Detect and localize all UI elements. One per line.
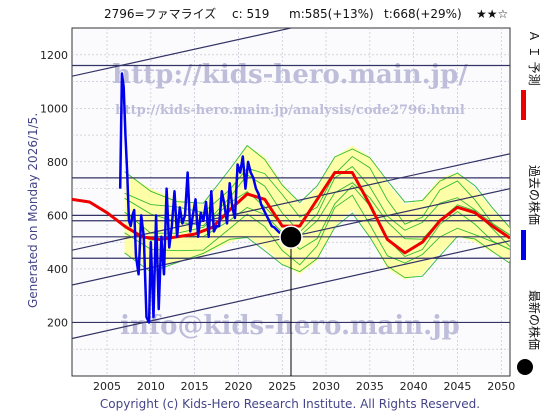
watermark-analysis-url: http://kids-hero.main.jp/analysis/code27… [115, 103, 465, 118]
x-tick-2050: 2050 [487, 380, 515, 393]
y-tick-1000: 1000 [40, 102, 68, 115]
y-tick-200: 200 [47, 316, 68, 329]
axis-labels: 2005 2010 2015 2020 2025 2030 2035 2040 2045 2050… [40, 49, 515, 393]
y-tick-400: 400 [47, 263, 68, 276]
legend-past-price-label: 過去の株価 [527, 165, 542, 225]
band-line-1 [124, 194, 510, 266]
latest-price-marker [279, 225, 303, 249]
legend-latest-price-swatch [517, 359, 533, 375]
header-current: c: 519 [232, 7, 269, 21]
x-tick-2040: 2040 [400, 380, 428, 393]
x-tick-2045: 2045 [443, 380, 471, 393]
header-t-target: t:668(+29%) [384, 7, 462, 21]
y-tick-600: 600 [47, 209, 68, 222]
latest-marker-layer [279, 225, 303, 376]
header-title: 2796=ファマライズ [104, 6, 216, 21]
legend-latest-price: 最新の株価 [517, 290, 542, 375]
copyright: Copyright (c) Kids-Hero Research Institu… [100, 397, 480, 411]
x-tick-2005: 2005 [93, 380, 121, 393]
x-tick-2025: 2025 [268, 380, 296, 393]
x-tick-2015: 2015 [181, 380, 209, 393]
past-price-line [118, 72, 292, 324]
header-rating: ★★☆ [476, 7, 508, 21]
legend-past-price-swatch [521, 230, 526, 260]
legend-ai-forecast: Ａ Ｉ 予測 [521, 30, 541, 120]
channel-line-2 [72, 153, 510, 251]
legend: Ａ Ｉ 予測 過去の株価 最新の株価 [517, 30, 542, 375]
x-tick-2035: 2035 [356, 380, 384, 393]
legend-ai-forecast-swatch [521, 90, 526, 120]
channel-line-3 [72, 28, 294, 77]
legend-latest-price-label: 最新の株価 [527, 290, 542, 350]
watermark-url: http://kids-hero.main.jp/ [112, 60, 468, 90]
legend-ai-forecast-label: Ａ Ｉ 予測 [527, 30, 541, 86]
watermark-email: info@kids-hero.main.jp [120, 311, 460, 341]
x-tick-2030: 2030 [312, 380, 340, 393]
y-tick-1200: 1200 [40, 49, 68, 62]
x-tick-2020: 2020 [224, 380, 252, 393]
generated-label: Generated on Monday 2026/1/5. [26, 113, 40, 308]
x-tick-2010: 2010 [137, 380, 165, 393]
legend-past-price: 過去の株価 [521, 165, 542, 260]
y-tick-800: 800 [47, 156, 68, 169]
header-m-target: m:585(+13%) [289, 7, 374, 21]
